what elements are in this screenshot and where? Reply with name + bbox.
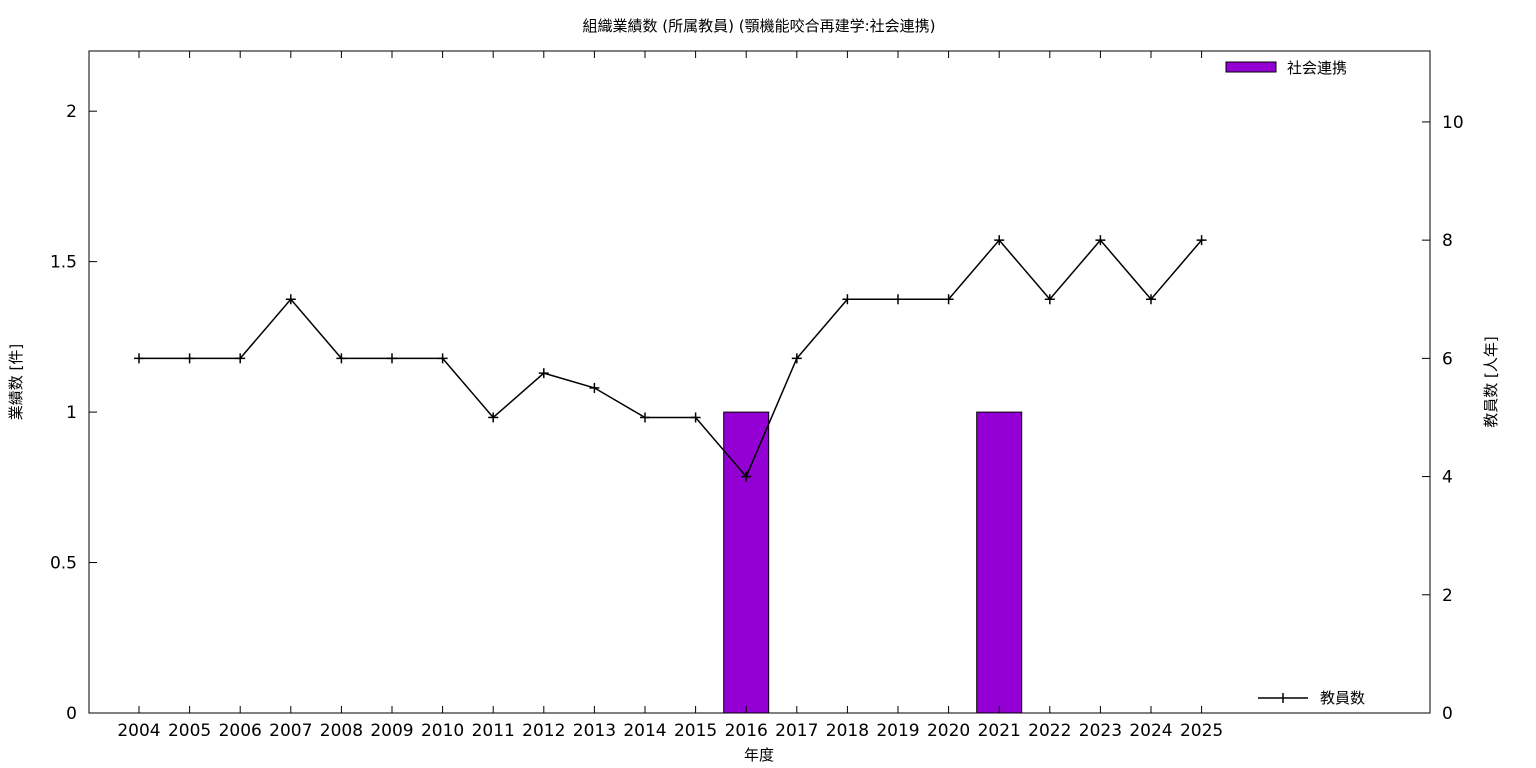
chart-title: 組織業績数 (所属教員) (顎機能咬合再建学:社会連携) <box>582 17 935 35</box>
y-tick-label: 1.5 <box>50 253 77 273</box>
y-tick-label: 2 <box>66 102 77 122</box>
y2-axis-label: 教員数 [人年] <box>1482 336 1500 427</box>
legend-line-label: 教員数 <box>1320 689 1365 707</box>
x-tick-label: 2018 <box>826 721 869 741</box>
y-tick-label: 0.5 <box>50 554 77 574</box>
x-tick-label: 2008 <box>320 721 363 741</box>
line-point-2007 <box>285 294 296 305</box>
bar-2021 <box>976 411 1023 714</box>
x-tick-label: 2013 <box>573 721 616 741</box>
line-point-2016 <box>741 471 752 482</box>
y-tick-label: 0 <box>66 704 77 724</box>
x-tick-label: 2009 <box>370 721 413 741</box>
line-point-2025 <box>1196 235 1207 246</box>
line-point-2020 <box>943 294 954 305</box>
y-tick-label: 1 <box>66 403 77 423</box>
x-tick-label: 2005 <box>168 721 211 741</box>
line-point-2014 <box>640 412 650 423</box>
line-path <box>139 238 1203 478</box>
axis-ticks: 2004 2005 2006 2007 2008 2009 2010 2011 2012 2013… <box>50 51 1464 741</box>
y2-tick-label: 6 <box>1442 349 1453 369</box>
x-tick-label: 2019 <box>876 721 919 741</box>
x-tick-label: 2015 <box>674 721 717 741</box>
x-tick-label: 2020 <box>927 721 970 741</box>
x-tick-label: 2006 <box>219 721 262 741</box>
x-tick-label: 2025 <box>1180 721 1223 741</box>
y-axis-label: 業績数 [件] <box>7 344 25 420</box>
line-point-2004 <box>134 353 144 364</box>
line-point-2015 <box>690 412 701 423</box>
y2-tick-label: 10 <box>1442 113 1464 133</box>
legend-bar-swatch <box>1225 61 1277 73</box>
x-tick-label: 2016 <box>725 721 768 741</box>
legend-bar-label: 社会連携 <box>1287 59 1347 77</box>
line-point-2012 <box>538 368 549 379</box>
x-tick-label: 2024 <box>1129 721 1172 741</box>
line-point-2017 <box>791 353 802 364</box>
x-tick-label: 2011 <box>472 721 515 741</box>
line-point-2008 <box>336 353 347 364</box>
line-point-2023 <box>1095 235 1106 246</box>
line-point-2013 <box>589 382 600 393</box>
line-point-2006 <box>235 353 246 364</box>
line-series <box>134 235 1207 482</box>
x-tick-label: 2012 <box>522 721 565 741</box>
line-point-2024 <box>1146 294 1156 305</box>
y2-tick-label: 8 <box>1442 231 1453 251</box>
x-tick-label: 2022 <box>1028 721 1071 741</box>
x-tick-label: 2021 <box>978 721 1021 741</box>
x-tick-label: 2010 <box>421 721 464 741</box>
x-tick-label: 2023 <box>1079 721 1122 741</box>
line-point-2019 <box>893 294 903 305</box>
legend-line-swatch <box>1258 693 1308 703</box>
line-point-2009 <box>387 353 397 364</box>
line-point-2021 <box>994 235 1005 246</box>
bar-series <box>723 411 1023 714</box>
x-tick-label: 2017 <box>775 721 818 741</box>
y2-tick-label: 0 <box>1442 704 1453 724</box>
x-tick-label: 2014 <box>623 721 666 741</box>
line-point-2018 <box>842 294 853 305</box>
line-point-2010 <box>437 353 448 364</box>
line-point-2022 <box>1044 294 1055 305</box>
x-tick-label: 2004 <box>117 721 160 741</box>
x-tick-label: 2007 <box>269 721 312 741</box>
y2-tick-label: 4 <box>1442 468 1453 488</box>
line-point-2005 <box>184 353 195 364</box>
line-point-2011 <box>488 412 499 423</box>
y2-tick-label: 2 <box>1442 586 1453 606</box>
x-axis-label: 年度 <box>744 746 774 764</box>
